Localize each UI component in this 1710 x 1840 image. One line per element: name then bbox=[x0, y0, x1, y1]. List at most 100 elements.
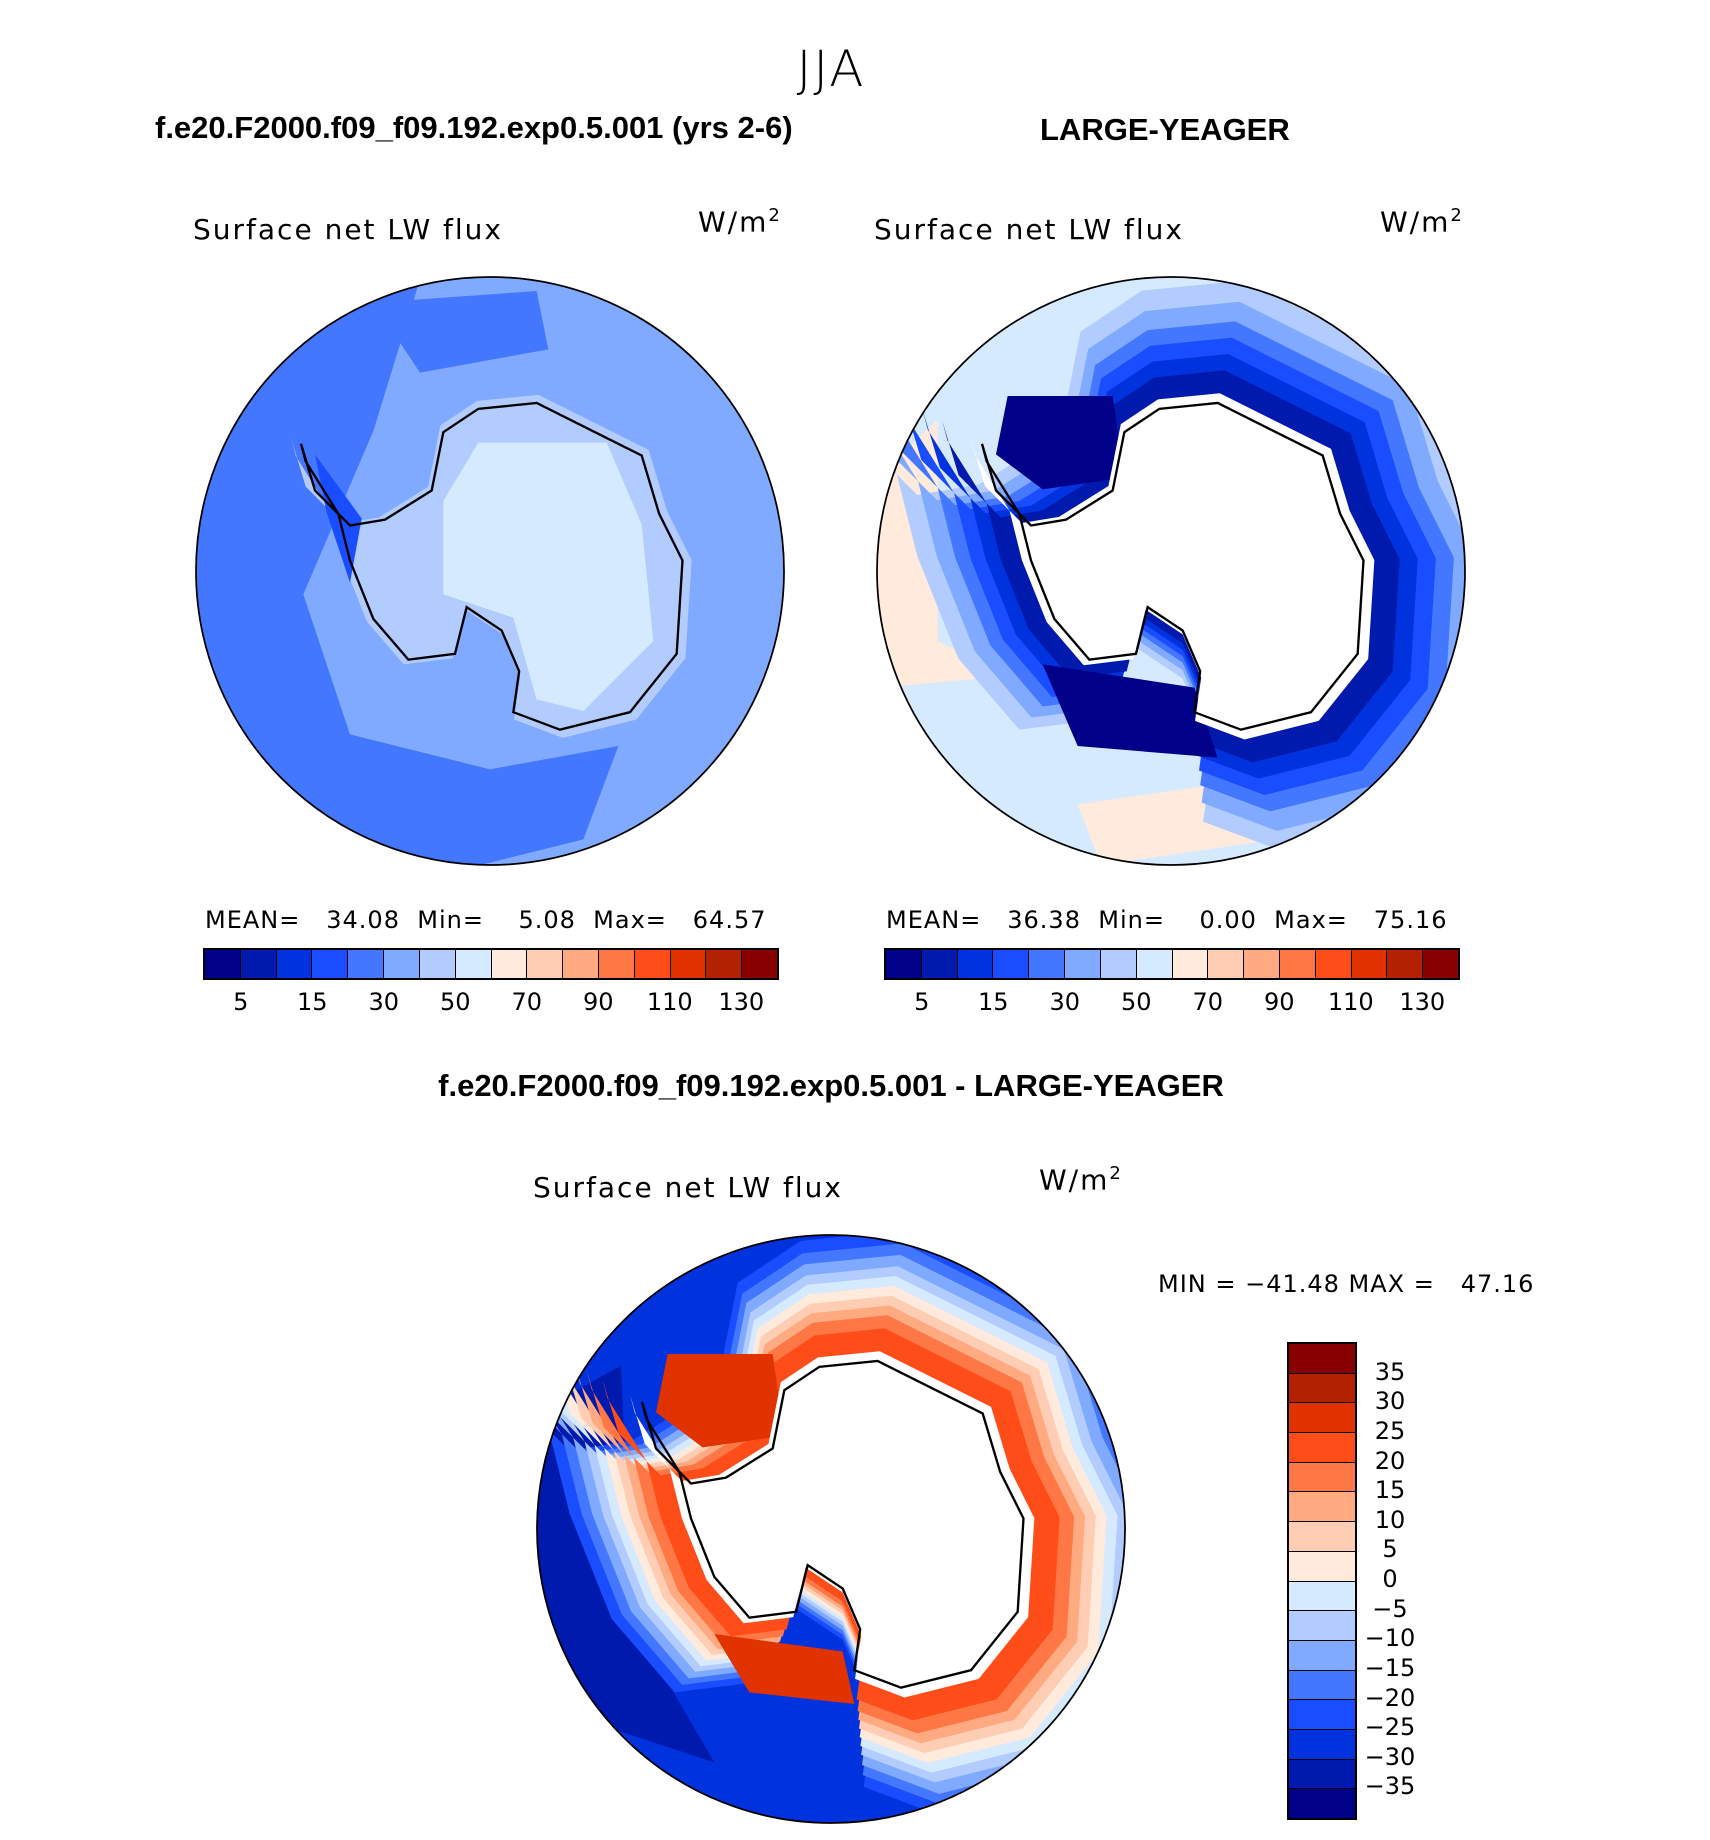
mean-label: MEAN= bbox=[886, 906, 982, 934]
colorbar-box bbox=[1289, 1729, 1355, 1760]
map-fill bbox=[196, 277, 784, 865]
colorbar-tick-label: 10 bbox=[1374, 1505, 1406, 1534]
colorbar-box bbox=[634, 950, 671, 978]
field-region bbox=[996, 396, 1125, 490]
units-base: W/m bbox=[1380, 205, 1451, 239]
colorbar-box bbox=[491, 950, 528, 978]
diff-colorbar-ticks: 35 30 25 20 15 10 5 0 −5 −10 −15 −20 −25 −30 −35 bbox=[1365, 1342, 1450, 1816]
colorbar-tick-label: 90 bbox=[1263, 988, 1295, 1016]
diff-colorbar bbox=[1287, 1342, 1357, 1820]
min-value: 5.08 bbox=[518, 906, 576, 934]
antarctica-coastline bbox=[640, 1359, 1025, 1689]
min-label: Min= bbox=[417, 906, 484, 934]
colorbar-box bbox=[1423, 950, 1458, 978]
colorbar-box bbox=[1289, 1344, 1355, 1374]
colorbar-tick-label: 30 bbox=[368, 988, 400, 1016]
max-label: Max= bbox=[593, 906, 667, 934]
colorbar-box bbox=[455, 950, 492, 978]
map-fill bbox=[877, 277, 1465, 865]
colorbar-box bbox=[1136, 950, 1173, 978]
colorbar-box bbox=[1208, 950, 1245, 978]
colorbar-tick-label: 30 bbox=[1049, 988, 1081, 1016]
colorbar-box bbox=[598, 950, 635, 978]
colorbar-box bbox=[957, 950, 994, 978]
colorbar-tick-label: 50 bbox=[439, 988, 471, 1016]
colorbar-box bbox=[1289, 1700, 1355, 1730]
sea-ice-mask bbox=[629, 1351, 1035, 1698]
field-region bbox=[373, 291, 549, 373]
units-base: W/m bbox=[698, 205, 769, 239]
map-border bbox=[876, 276, 1466, 866]
colorbar-box bbox=[1289, 1492, 1355, 1523]
right-colorbar-ticks: 5 15 30 50 70 90 110 130 bbox=[886, 988, 1458, 1018]
colorbar-box bbox=[1029, 950, 1066, 978]
colorbar-tick-label: −30 bbox=[1364, 1742, 1416, 1771]
colorbar-box bbox=[240, 950, 277, 978]
colorbar-box bbox=[563, 950, 599, 978]
colorbar-box bbox=[1244, 950, 1280, 978]
colorbar-box bbox=[1289, 1581, 1355, 1612]
colorbar-box bbox=[742, 950, 777, 978]
colorbar-box bbox=[1289, 1522, 1355, 1552]
colorbar-tick-label: 50 bbox=[1120, 988, 1152, 1016]
colorbar-box bbox=[276, 950, 313, 978]
colorbar-box bbox=[1289, 1433, 1355, 1463]
map-border bbox=[536, 1234, 1126, 1824]
antarctica-coastline bbox=[299, 401, 684, 731]
sea-ice-mask bbox=[969, 393, 1375, 740]
colorbar-box bbox=[1172, 950, 1209, 978]
colorbar-tick-label: 15 bbox=[1374, 1476, 1406, 1505]
colorbar-box bbox=[1100, 950, 1137, 978]
left-map bbox=[195, 276, 785, 866]
colorbar-tick-label: 5 bbox=[1382, 1535, 1398, 1564]
colorbar-box bbox=[1289, 1640, 1355, 1671]
colorbar-tick-label: 90 bbox=[582, 988, 614, 1016]
map-fill bbox=[537, 1235, 1125, 1823]
units-exp: 2 bbox=[1450, 205, 1464, 226]
colorbar-box bbox=[1387, 950, 1424, 978]
colorbar-tick-label: 110 bbox=[1327, 988, 1374, 1016]
colorbar-tick-label: 25 bbox=[1374, 1416, 1406, 1445]
left-units-label: W/m2 bbox=[698, 205, 782, 238]
right-map bbox=[876, 276, 1466, 866]
colorbar-tick-label: 5 bbox=[233, 988, 249, 1016]
colorbar-box bbox=[348, 950, 385, 978]
colorbar-box bbox=[1289, 1611, 1355, 1641]
left-colorbar bbox=[203, 948, 779, 980]
units-exp: 2 bbox=[768, 205, 782, 226]
min-value: 0.00 bbox=[1199, 906, 1257, 934]
colorbar-tick-label: 70 bbox=[1192, 988, 1224, 1016]
antarctica-coastline bbox=[980, 401, 1365, 731]
right-panel-title: LARGE-YEAGER bbox=[1040, 112, 1290, 147]
colorbar-tick-label: −5 bbox=[1372, 1594, 1408, 1623]
field-region bbox=[443, 442, 654, 711]
colorbar-box bbox=[1065, 950, 1101, 978]
colorbar-tick-label: 35 bbox=[1374, 1357, 1406, 1386]
left-variable-label: Surface net LW flux bbox=[193, 213, 503, 246]
colorbar-box bbox=[1289, 1670, 1355, 1701]
field-region bbox=[1042, 664, 1218, 758]
colorbar-box bbox=[1315, 950, 1352, 978]
colorbar-box bbox=[1289, 1462, 1355, 1493]
units-exp: 2 bbox=[1109, 1163, 1123, 1184]
colorbar-tick-label: 0 bbox=[1382, 1565, 1398, 1593]
units-base: W/m bbox=[1039, 1163, 1110, 1197]
min-label: Min= bbox=[1098, 906, 1165, 934]
colorbar-tick-label: 130 bbox=[718, 988, 765, 1016]
colorbar-box bbox=[1289, 1403, 1355, 1434]
colorbar-tick-label: 20 bbox=[1374, 1446, 1406, 1475]
colorbar-box bbox=[1289, 1759, 1355, 1790]
colorbar-tick-label: −35 bbox=[1364, 1772, 1416, 1801]
field-region bbox=[656, 1354, 785, 1448]
max-value: 75.16 bbox=[1373, 906, 1448, 934]
field-region bbox=[196, 279, 619, 865]
diff-units-label: W/m2 bbox=[1039, 1163, 1123, 1196]
colorbar-box bbox=[205, 950, 241, 978]
colorbar-box bbox=[419, 950, 456, 978]
colorbar-box bbox=[706, 950, 743, 978]
mean-label: MEAN= bbox=[205, 906, 301, 934]
colorbar-tick-label: 15 bbox=[977, 988, 1009, 1016]
colorbar-box bbox=[312, 950, 349, 978]
colorbar-box bbox=[1289, 1373, 1355, 1404]
right-colorbar bbox=[884, 948, 1460, 980]
